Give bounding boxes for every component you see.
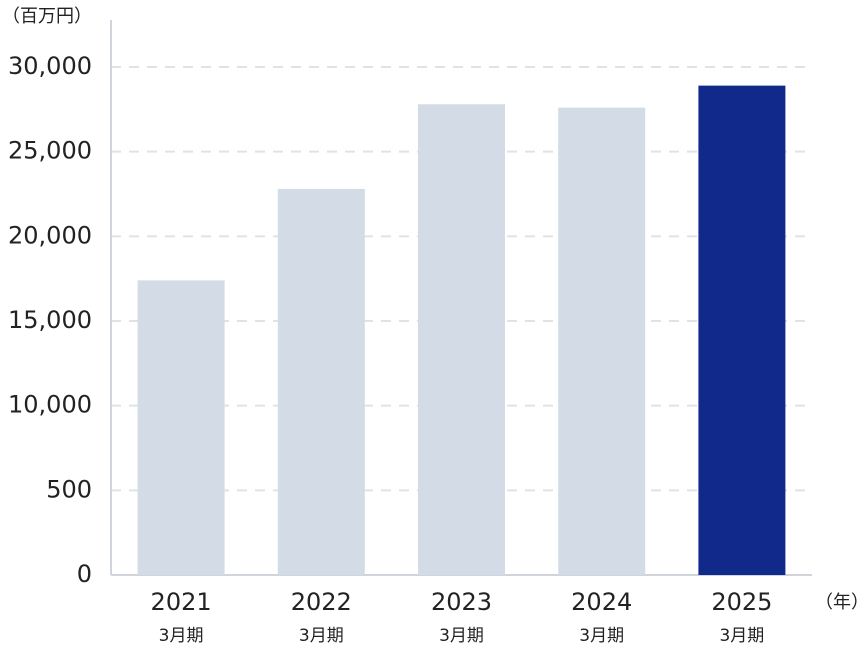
y-tick-label: 500 bbox=[46, 475, 92, 503]
x-tick-sublabel: 3月期 bbox=[439, 626, 484, 646]
bar bbox=[418, 104, 505, 576]
y-tick-label: 0 bbox=[77, 560, 92, 588]
x-tick-sublabel: 3月期 bbox=[159, 626, 204, 646]
bar bbox=[137, 280, 225, 575]
x-tick-sublabel: 3月期 bbox=[299, 626, 344, 646]
y-tick-label: 30,000 bbox=[8, 52, 92, 80]
y-tick-label: 25,000 bbox=[8, 137, 92, 165]
x-tick-sublabel: 3月期 bbox=[719, 626, 764, 646]
x-tick-label: 2025 bbox=[711, 588, 772, 616]
y-unit: （百万円） bbox=[2, 6, 92, 27]
bar bbox=[698, 85, 786, 576]
y-tick-label: 15,000 bbox=[8, 306, 92, 334]
bar bbox=[558, 107, 646, 575]
x-unit: （年） bbox=[815, 592, 860, 613]
x-tick-label: 2024 bbox=[571, 588, 632, 616]
x-tick-label: 2021 bbox=[151, 588, 212, 616]
x-tick-label: 2023 bbox=[431, 588, 492, 616]
bar bbox=[277, 188, 365, 576]
y-tick-label: 10,000 bbox=[8, 391, 92, 419]
x-tick-label: 2022 bbox=[291, 588, 352, 616]
y-tick-label: 20,000 bbox=[8, 221, 92, 249]
x-tick-sublabel: 3月期 bbox=[579, 626, 624, 646]
